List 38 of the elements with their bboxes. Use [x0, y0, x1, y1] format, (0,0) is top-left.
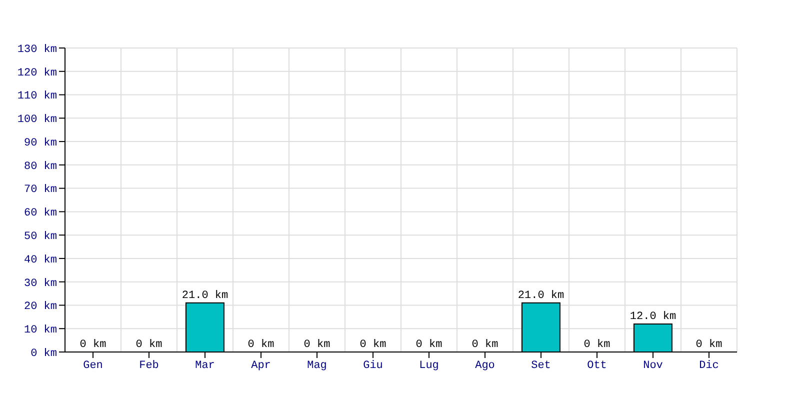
x-tick-label: Feb [139, 360, 159, 372]
data-label: 0 km [584, 339, 611, 351]
y-tick-label: 120 km [17, 67, 58, 80]
data-label: 0 km [696, 339, 723, 351]
data-label: 0 km [416, 339, 443, 351]
data-label: 0 km [136, 339, 163, 351]
y-tick-label: 100 km [17, 114, 58, 126]
x-tick-label: Ott [587, 360, 607, 372]
data-label: 21.0 km [518, 290, 564, 302]
data-label: 0 km [472, 339, 499, 351]
y-tick-label: 90 km [24, 137, 58, 150]
data-label: 0 km [80, 339, 107, 351]
y-tick-label: 130 km [17, 44, 58, 56]
data-label: 21.0 km [182, 290, 228, 302]
x-tick-label: Apr [251, 360, 271, 372]
y-tick-label: 0 km [30, 348, 58, 360]
y-tick-label: 30 km [24, 278, 58, 290]
y-tick-label: 110 km [17, 90, 58, 103]
x-tick-label: Nov [643, 360, 664, 372]
y-tick-label: 10 km [24, 324, 58, 337]
x-tick-label: Set [531, 360, 551, 372]
y-tick-label: 80 km [24, 160, 58, 173]
y-tick-label: 60 km [24, 208, 58, 220]
data-label: 0 km [248, 339, 275, 351]
data-label: 0 km [304, 339, 331, 351]
y-tick-label: 50 km [24, 230, 58, 243]
y-tick-label: 40 km [24, 254, 58, 266]
x-tick-label: Ago [475, 360, 495, 372]
x-tick-label: Gen [83, 360, 103, 372]
x-tick-label: Dic [699, 360, 719, 372]
x-tick-label: Giu [363, 360, 383, 372]
y-tick-label: 70 km [24, 184, 58, 196]
x-tick-label: Lug [419, 360, 439, 372]
x-tick-label: Mag [307, 360, 327, 372]
data-label: 0 km [360, 339, 387, 351]
x-tick-label: Mar [195, 360, 215, 372]
y-tick-label: 20 km [24, 301, 58, 314]
data-label: 12.0 km [630, 310, 676, 323]
